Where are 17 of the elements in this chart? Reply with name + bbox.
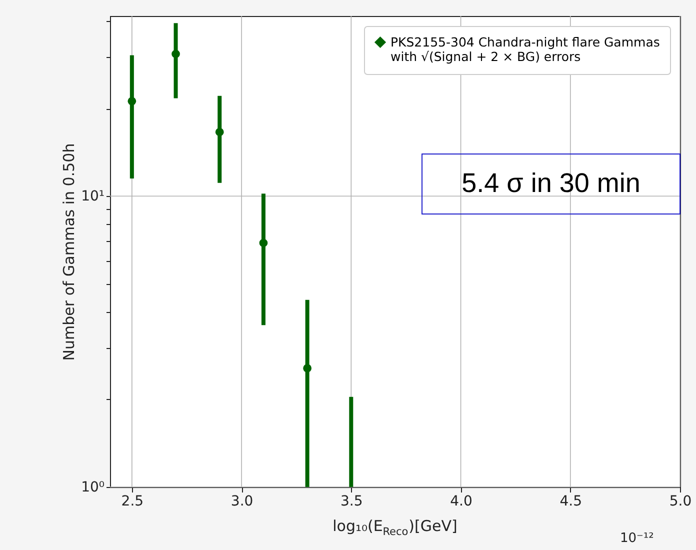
annotation: 5.4 σ in 30 min: [462, 168, 640, 198]
point: [303, 364, 312, 372]
x-tick-label: 4.0: [450, 494, 472, 510]
point: [128, 96, 136, 106]
x-tick-label: 5.0: [669, 494, 692, 510]
x-tick-label: 4.5: [560, 494, 582, 510]
legend-label: PKS2155-304 Chandra-night flare Gammas with √(Signal + 2 × BG) errors: [390, 34, 660, 64]
x-tick-label: 3.5: [340, 494, 363, 510]
y-tick-label: 10⁰: [81, 480, 105, 496]
point: [215, 128, 224, 136]
x-tick-label: 2.5: [121, 494, 144, 510]
point: [259, 238, 268, 248]
point: [172, 50, 180, 58]
x-tick-label: 3.0: [230, 494, 254, 510]
y-tick-label: 10¹: [81, 188, 104, 205]
y-axis-title: Number of Gammas in 0.50h: [60, 143, 78, 361]
text: 10⁻¹²: [620, 531, 654, 546]
